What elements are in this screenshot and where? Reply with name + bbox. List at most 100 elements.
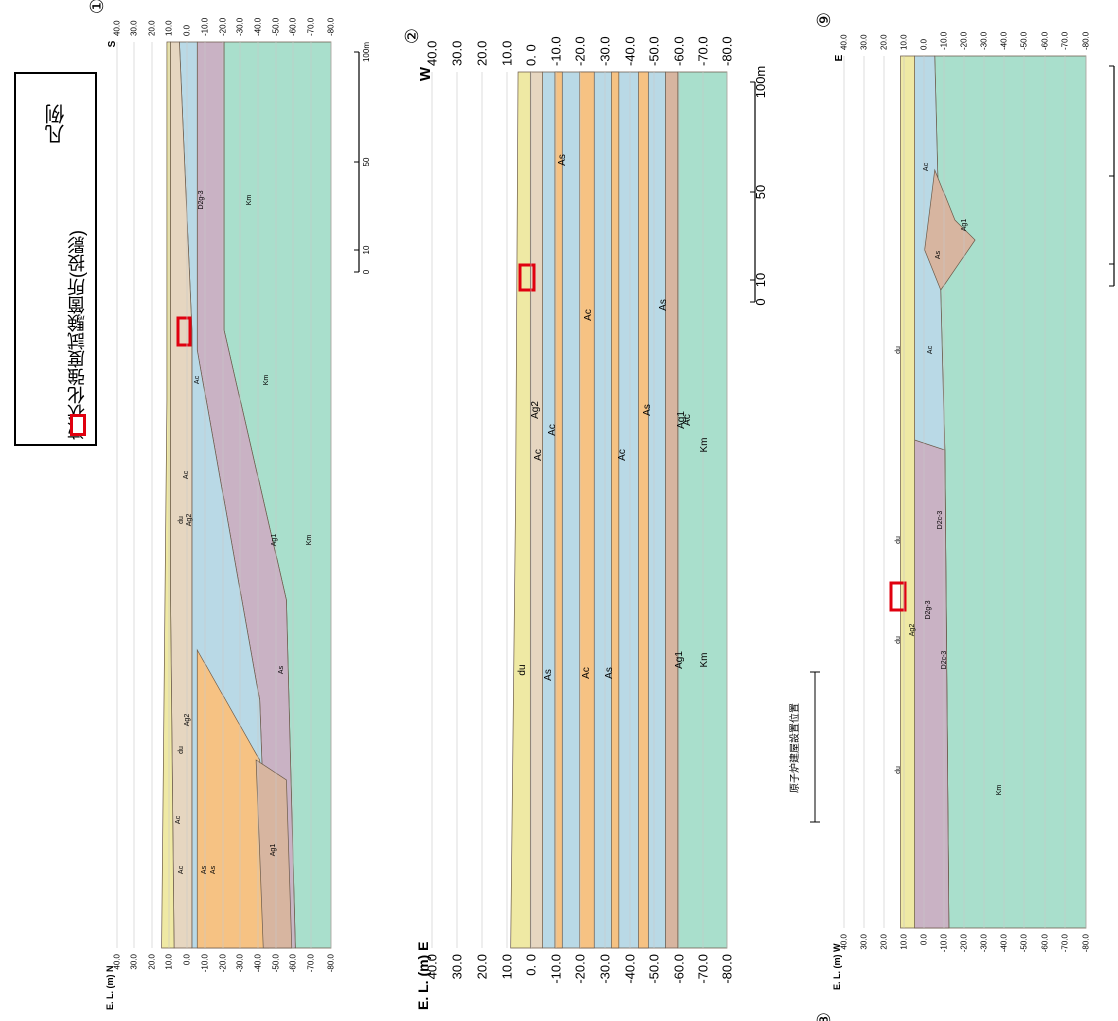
- elevation-tick-label-top: 30.0: [130, 20, 139, 36]
- elevation-tick-label-bottom: -30.0: [980, 933, 989, 952]
- elevation-tick-label-top: -20.0: [572, 36, 587, 66]
- layer-label: Ac: [927, 345, 934, 354]
- scale-label: 0: [362, 269, 371, 274]
- elevation-tick-label-bottom: -40.0: [254, 953, 263, 972]
- section-start-marker: ⑧: [814, 1012, 834, 1021]
- elevation-tick-label-top: 0.0: [183, 24, 192, 36]
- layer-label: Ag2: [909, 624, 916, 637]
- axis-title: E. L. (m) W: [832, 943, 842, 990]
- layer-label: As: [557, 154, 568, 166]
- liquefaction-test-marker: [176, 316, 192, 347]
- layer-label: Ac: [617, 449, 628, 461]
- elevation-tick-label-bottom: 0.0: [920, 933, 929, 945]
- layer-label: D2g-3: [198, 190, 205, 209]
- layer-km: [934, 55, 1087, 929]
- elevation-tick-label-bottom: -20.0: [219, 953, 228, 972]
- layer-label: Ac: [923, 162, 930, 171]
- elevation-tick-label-bottom: -40.0: [1000, 933, 1009, 952]
- layer-du: [161, 41, 175, 949]
- section-end-marker: ①: [87, 0, 107, 14]
- elevation-tick-label-top: -70.0: [1061, 31, 1070, 50]
- layer-as: [579, 71, 595, 949]
- scale-label: 10: [362, 245, 371, 254]
- liquefaction-test-marker: [889, 581, 907, 612]
- elevation-tick-label-top: -60.0: [289, 17, 298, 36]
- elevation-tick-label-top: -30.0: [980, 31, 989, 50]
- layer-label: Ag1: [271, 534, 278, 547]
- elevation-tick-label-bottom: -70.0: [695, 954, 710, 984]
- layer-label: Ac: [178, 865, 185, 874]
- elevation-tick-label-top: 10.0: [900, 34, 909, 50]
- layer-label: Km: [246, 195, 253, 206]
- elevation-tick-label-top: -30.0: [236, 17, 245, 36]
- layer-label: Ac: [183, 470, 190, 479]
- layer-label: Ag1: [270, 844, 277, 857]
- elevation-tick-label-top: -80.0: [327, 17, 336, 36]
- section-end-marker: ⑨: [814, 12, 834, 28]
- layer-label: Ag2: [530, 401, 541, 419]
- elevation-tick-label-bottom: 20.0: [474, 954, 489, 979]
- elevation-tick-label-bottom: -10.0: [201, 953, 210, 972]
- section-end-letter: E: [834, 54, 845, 61]
- elevation-tick-label-bottom: -10.0: [548, 954, 563, 984]
- elevation-tick-label-top: -80.0: [1082, 31, 1091, 50]
- layer-label: Km: [699, 653, 710, 668]
- elevation-tick-label-top: 0. 0: [523, 44, 538, 66]
- elevation-tick-label-top: -10.0: [940, 31, 949, 50]
- elevation-tick-label-bottom: 10.0: [900, 933, 909, 949]
- elevation-tick-label-top: -50.0: [646, 36, 661, 66]
- layer-as: [611, 71, 620, 949]
- layer-label: Ac: [547, 424, 558, 436]
- elevation-tick-label-top: -60.0: [1041, 31, 1050, 50]
- legend-box: 凡例 液状化強度試験箇所(投影): [14, 72, 97, 446]
- layer-label: As: [935, 250, 942, 259]
- elevation-tick-label-bottom: -20.0: [572, 954, 587, 984]
- layer-label: D2g-3: [925, 600, 932, 619]
- liquefaction-test-marker: [518, 263, 536, 292]
- elevation-tick-label-bottom: 0. 0: [523, 954, 538, 976]
- elevation-tick-label-bottom: -10.0: [940, 933, 949, 952]
- elevation-tick-label-bottom: 30.0: [860, 933, 869, 949]
- layer-label: Ac: [682, 414, 693, 426]
- elevation-tick-label-bottom: -80.0: [719, 954, 734, 984]
- layer-km: [677, 71, 728, 949]
- elevation-tick-label-top: -70.0: [307, 17, 316, 36]
- elevation-tick-label-bottom: 20.0: [148, 953, 157, 969]
- layer-ag1: [665, 71, 679, 949]
- layer-ag1: [255, 759, 293, 949]
- elevation-tick-label-top: -40.0: [622, 36, 637, 66]
- scale-label: 100m: [753, 66, 768, 99]
- section-2-3-cross-section: 40.0 40.0 30.0 30.0 20.0 20.0 10.0 10.0 0. 0 0. 0…: [402, 28, 768, 1010]
- layer-label: As: [604, 667, 615, 679]
- elevation-tick-label-top: 10.0: [499, 41, 514, 66]
- layer-label: As: [543, 669, 554, 681]
- elevation-tick-label-top: 0.0: [920, 38, 929, 50]
- layer-du: [510, 71, 531, 949]
- section-end-letter: S: [107, 40, 118, 47]
- elevation-tick-label-bottom: -50.0: [646, 954, 661, 984]
- elevation-tick-label-top: 30.0: [449, 41, 464, 66]
- elevation-tick-label-bottom: 40.0: [113, 953, 122, 969]
- elevation-tick-label-top: -20.0: [219, 17, 228, 36]
- axis-title: E. L. (m) E: [415, 942, 431, 1010]
- layer-label: Ag1: [961, 219, 968, 232]
- elevation-tick-label-bottom: 40.0: [424, 954, 439, 979]
- layer-label: Ac: [581, 667, 592, 679]
- elevation-tick-label-top: -10.0: [548, 36, 563, 66]
- elevation-tick-label-top: -80.0: [719, 36, 734, 66]
- elevation-tick-label-bottom: -50.0: [272, 953, 281, 972]
- scale-label: 0: [753, 298, 768, 305]
- elevation-tick-label-bottom: -80.0: [1082, 933, 1091, 952]
- elevation-tick-label-top: -40.0: [254, 17, 263, 36]
- scale-label: 10: [753, 273, 768, 287]
- layer-label: du: [895, 766, 902, 774]
- elevation-tick-label-bottom: 40.0: [840, 933, 849, 949]
- elevation-tick-label-bottom: -30.0: [236, 953, 245, 972]
- layer-label: Ag1: [676, 411, 687, 429]
- elevation-tick-label-bottom: 20.0: [880, 933, 889, 949]
- elevation-tick-label-bottom: -60.0: [289, 953, 298, 972]
- elevation-tick-label-bottom: -80.0: [327, 953, 336, 972]
- layer-label: Ac: [194, 375, 201, 384]
- elevation-tick-label-bottom: -40.0: [622, 954, 637, 984]
- elevation-tick-label-bottom: -70.0: [1061, 933, 1070, 952]
